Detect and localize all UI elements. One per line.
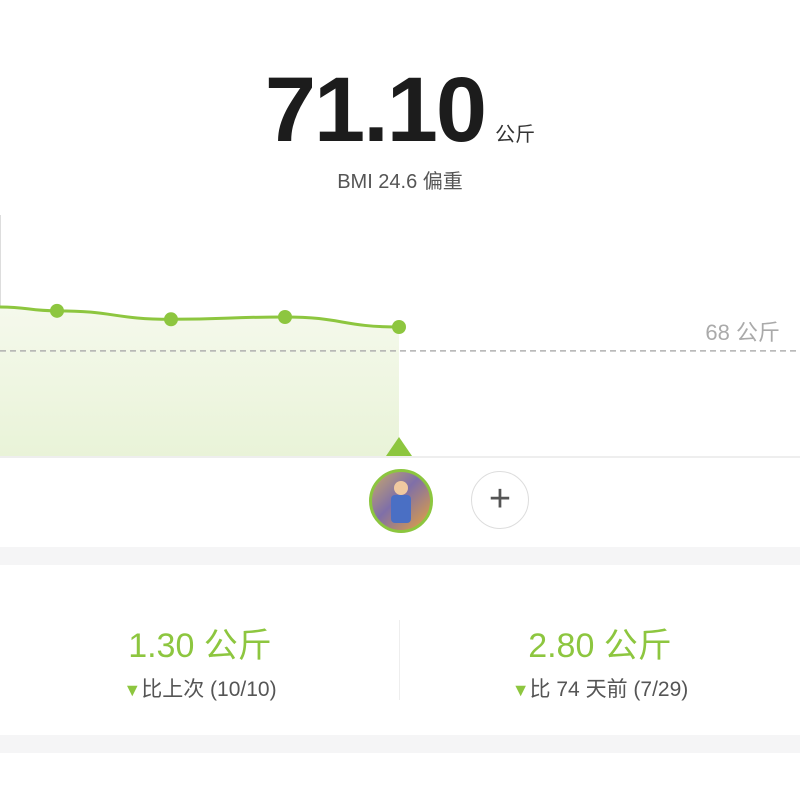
weight-chart[interactable] [0, 215, 800, 460]
stat-label: 比上次 (10/10) [141, 678, 277, 701]
chart-baseline [0, 456, 800, 458]
user-avatar[interactable] [369, 469, 433, 533]
weight-value: 71.10 [264, 59, 487, 161]
stat-since-period: 2.80 公斤 ▼比 74 天前 (7/29) [400, 618, 800, 703]
down-arrow-icon: ▼ [511, 680, 530, 700]
stat-label: 比 74 天前 (7/29) [529, 678, 689, 701]
current-weight: 71.10 公斤 [0, 58, 800, 163]
weight-unit: 公斤 [495, 124, 536, 146]
data-point [50, 303, 64, 318]
stat-divider [399, 620, 400, 700]
section-separator [0, 547, 800, 565]
down-arrow-icon: ▼ [123, 680, 142, 700]
data-point [278, 309, 292, 324]
bmi-status: BMI 24.6 偏重 [337, 171, 463, 193]
data-point [392, 320, 406, 334]
target-label: 68 公斤 [705, 320, 780, 345]
avatar-image-icon [391, 481, 411, 523]
area-fill [0, 306, 399, 456]
data-point [164, 312, 178, 327]
selected-marker-icon [386, 437, 412, 456]
stat-value: 2.80 公斤 [528, 627, 672, 665]
stat-since-last: 1.30 公斤 ▼比上次 (10/10) [0, 618, 400, 703]
stat-value: 1.30 公斤 [128, 627, 272, 665]
section-separator [0, 735, 800, 753]
add-user-button[interactable]: + [471, 471, 529, 529]
